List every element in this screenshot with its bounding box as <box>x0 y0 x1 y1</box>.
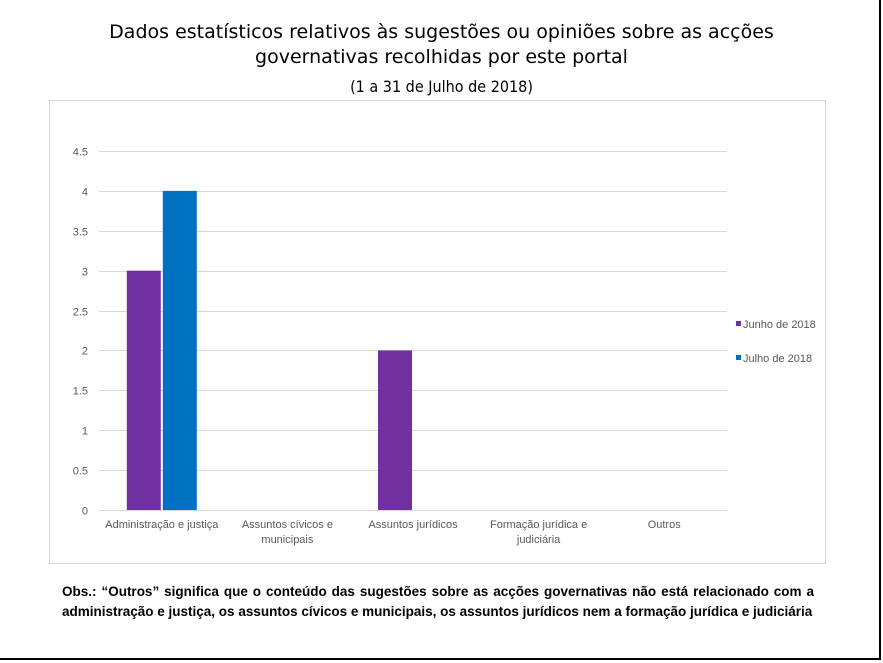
y-tick-label: 3.5 <box>73 227 88 239</box>
footnote: Obs.: “Outros” significa que o conteúdo … <box>62 584 814 619</box>
chart-subtitle: (1 a 31 de Julho de 2018) <box>350 77 533 96</box>
y-tick-label: 4 <box>82 187 88 199</box>
y-tick-label: 0.5 <box>73 466 88 478</box>
y-tick-label: 1.5 <box>73 386 88 398</box>
x-tick-label: Assuntos cívicos e <box>242 519 333 531</box>
bar-julho-de-2018 <box>162 190 197 510</box>
y-tick-label: 3 <box>82 267 88 279</box>
chart-area: 0 0.5 1 1.5 2 2.5 3 3.5 4 4.5 Administração e just… <box>49 100 826 564</box>
bar-junho-de-2018 <box>126 270 161 510</box>
x-tick-label: municipais <box>261 534 313 546</box>
x-tick-label: Assuntos jurídicos <box>368 519 458 531</box>
y-tick-label: 1 <box>82 426 88 438</box>
y-tick-label: 0 <box>82 506 88 518</box>
bar-junho-de-2018 <box>378 350 412 510</box>
legend-label: Julho de 2018 <box>743 353 812 365</box>
x-tick-label: judiciária <box>516 534 561 546</box>
legend-swatch <box>736 321 741 326</box>
x-tick-label: Administração e justiça <box>105 519 219 531</box>
y-tick-label: 2.5 <box>73 307 88 319</box>
y-tick-label: 4.5 <box>73 147 88 159</box>
x-tick-label: Formação jurídica e <box>490 519 587 531</box>
x-tick-label: Outros <box>648 519 682 531</box>
bar-chart: 0 0.5 1 1.5 2 2.5 3 3.5 4 4.5 Administração e just… <box>73 147 816 547</box>
y-tick-label: 2 <box>82 346 88 358</box>
legend-swatch <box>736 355 741 360</box>
chart-title: Dados estatísticos relativos às sugestõe… <box>109 21 774 68</box>
legend-label: Junho de 2018 <box>743 319 816 331</box>
